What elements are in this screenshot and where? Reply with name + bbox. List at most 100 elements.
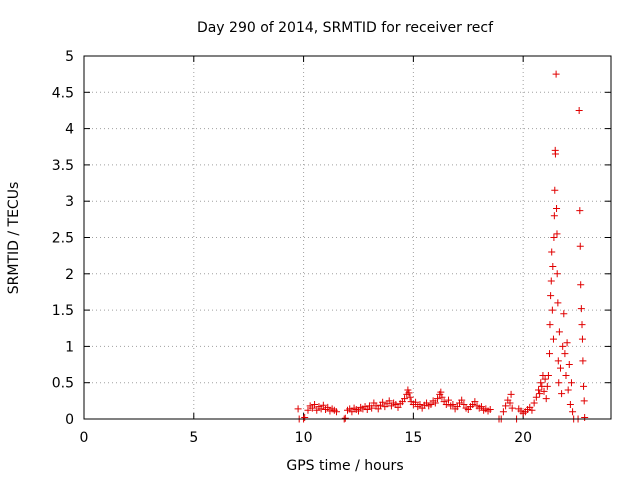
data-point	[579, 357, 587, 365]
data-point	[558, 390, 566, 398]
data-point	[458, 396, 466, 404]
x-tick-label: 10	[295, 430, 313, 446]
data-point	[580, 397, 588, 405]
data-point	[555, 328, 563, 336]
data-point	[551, 150, 559, 158]
y-tick-label: 0.5	[52, 376, 74, 392]
data-point	[540, 387, 548, 395]
data-point	[341, 414, 349, 422]
y-tick-label: 2.5	[52, 231, 74, 247]
y-tick-label: 1	[65, 339, 74, 355]
data-point	[304, 406, 312, 414]
data-point	[554, 299, 562, 307]
data-point	[560, 310, 568, 318]
x-tick-label: 0	[80, 430, 89, 446]
data-point	[556, 364, 564, 372]
data-point	[486, 406, 494, 414]
data-points	[294, 70, 589, 423]
y-tick-label: 2	[65, 267, 74, 283]
data-point	[394, 403, 402, 411]
axis-ticks: 0 5 10 15 20 0 0.5 1 1.5 2 2.5 3 3.5 4 4.5 5	[52, 49, 611, 446]
data-point	[550, 234, 558, 241]
data-point	[559, 342, 567, 350]
data-point	[576, 207, 584, 215]
y-axis-label: SRMTID / TECUs	[6, 182, 22, 295]
data-point	[363, 406, 371, 414]
data-point	[553, 230, 561, 238]
data-point	[536, 390, 544, 398]
data-point	[502, 402, 510, 410]
data-point	[442, 400, 450, 408]
data-point	[542, 395, 550, 403]
data-point	[563, 339, 571, 347]
data-point	[548, 306, 556, 314]
y-tick-label: 4	[65, 122, 74, 138]
data-point	[555, 379, 563, 387]
data-point	[562, 371, 570, 379]
data-point	[477, 403, 485, 411]
data-point	[580, 382, 588, 390]
x-tick-label: 5	[189, 430, 198, 446]
y-tick-label: 4.5	[52, 85, 74, 101]
data-point	[311, 400, 319, 408]
data-point	[547, 292, 555, 300]
data-point	[569, 408, 577, 416]
y-tick-label: 1.5	[52, 303, 74, 319]
grid	[84, 56, 611, 419]
data-point	[546, 321, 554, 329]
chart-title: Day 290 of 2014, SRMTID for receiver rec…	[197, 20, 494, 36]
data-point	[549, 263, 557, 271]
y-tick-label: 5	[65, 49, 74, 65]
data-point	[507, 390, 515, 398]
data-point	[508, 404, 516, 412]
data-point	[577, 281, 585, 289]
data-point	[437, 388, 445, 396]
data-point	[535, 386, 543, 394]
data-point	[578, 335, 586, 343]
plot-frame	[83, 55, 612, 420]
data-point	[553, 204, 561, 212]
data-point	[499, 408, 507, 416]
data-point	[553, 270, 561, 278]
data-point	[460, 400, 468, 408]
data-point	[471, 398, 479, 406]
data-point	[453, 403, 461, 411]
data-point	[548, 248, 556, 256]
data-point	[308, 404, 316, 412]
data-point	[313, 406, 321, 414]
data-point	[412, 398, 420, 406]
data-point	[404, 386, 412, 394]
data-point	[333, 408, 341, 416]
data-point	[438, 393, 446, 401]
data-point	[551, 186, 559, 194]
data-point	[554, 357, 562, 365]
data-point	[319, 401, 327, 409]
data-point	[406, 393, 414, 401]
y-tick-label: 3	[65, 194, 74, 210]
data-point	[544, 371, 552, 379]
data-point	[317, 405, 325, 413]
data-point	[324, 403, 332, 411]
data-point	[565, 361, 573, 369]
data-point	[576, 242, 584, 250]
data-point	[348, 408, 356, 416]
y-tick-label: 3.5	[52, 158, 74, 174]
y-tick-label: 0	[65, 412, 74, 428]
data-point	[567, 379, 575, 387]
data-point	[566, 400, 574, 408]
data-point	[506, 399, 514, 407]
x-axis-label: GPS time / hours	[286, 458, 403, 474]
data-point	[577, 305, 585, 313]
data-point	[434, 395, 442, 403]
x-tick-label: 20	[514, 430, 532, 446]
data-point	[416, 400, 424, 408]
data-point	[532, 393, 540, 401]
data-point	[405, 389, 413, 397]
data-point	[354, 407, 362, 415]
data-point	[530, 399, 538, 407]
data-point	[374, 405, 382, 413]
data-point	[543, 382, 551, 390]
data-point	[445, 396, 453, 404]
data-point	[541, 375, 549, 383]
